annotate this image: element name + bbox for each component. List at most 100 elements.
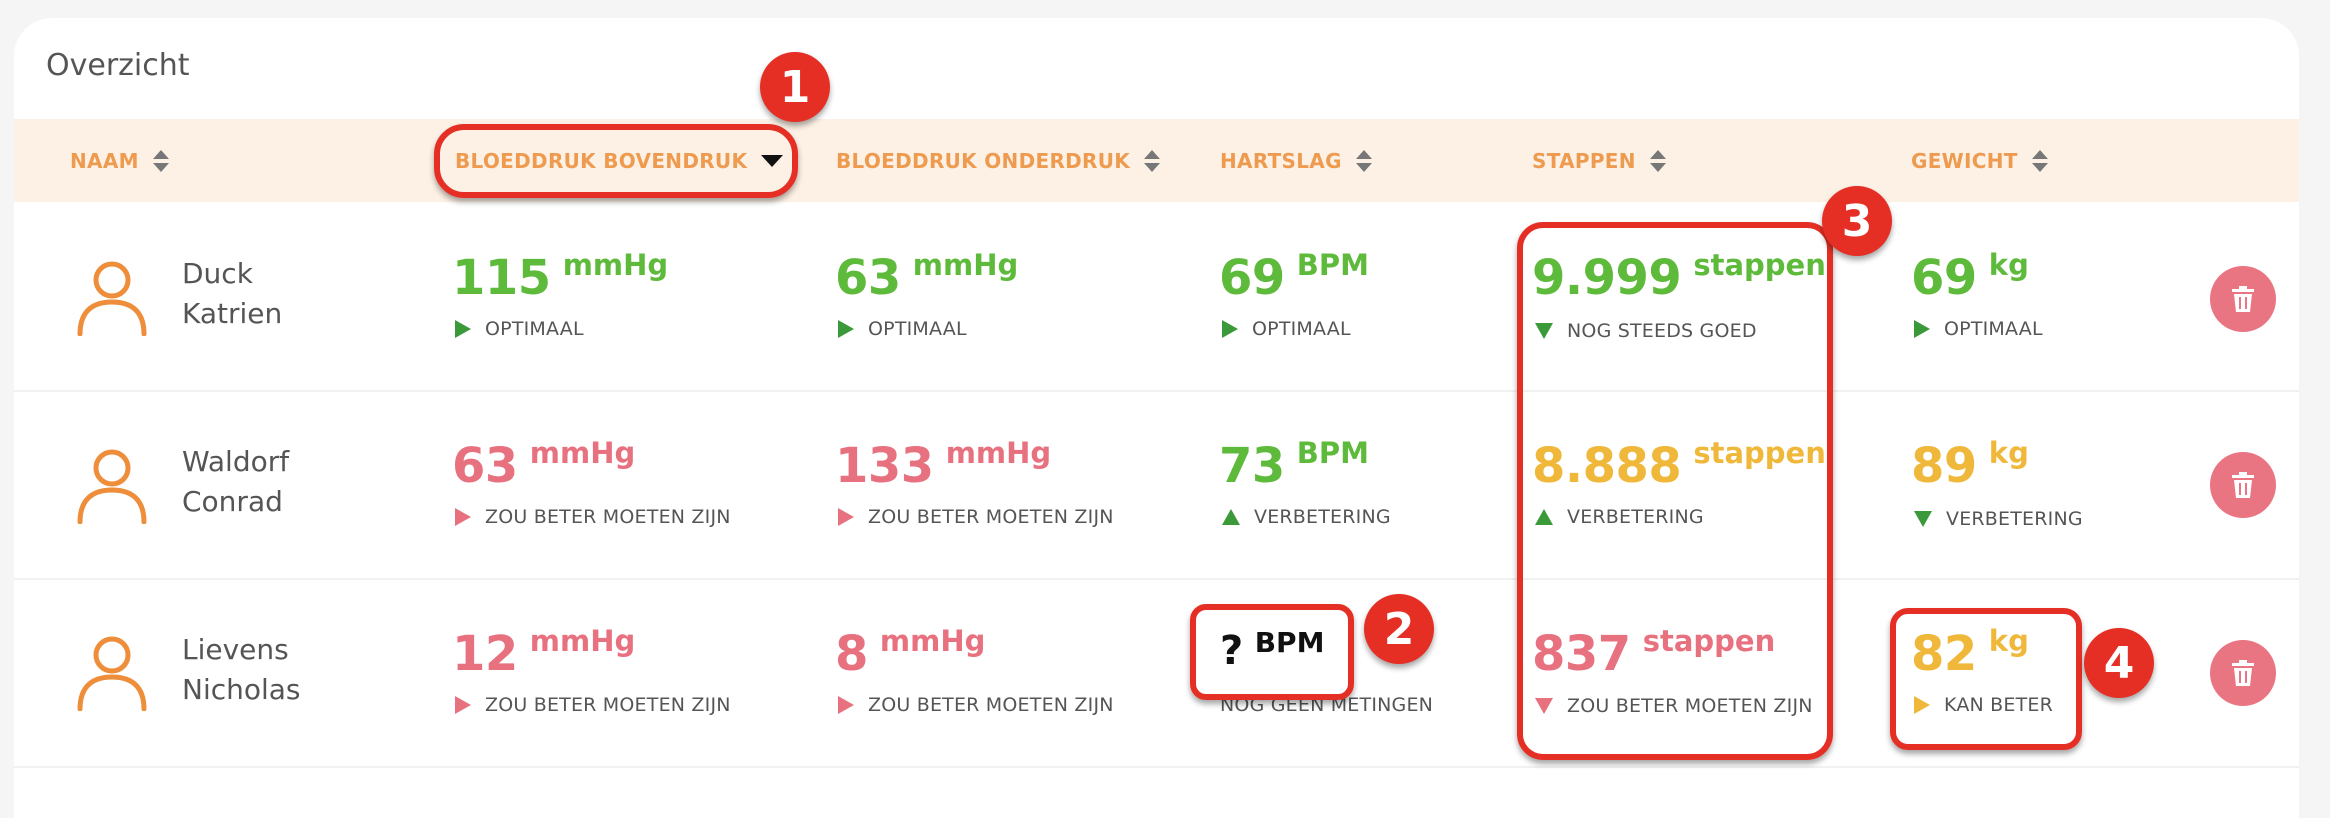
value-unit: mmHg — [529, 436, 636, 470]
bovendruk-status: ZOU BETER MOETEN ZIJN — [455, 506, 731, 528]
column-header-label: STAPPEN — [1532, 149, 1636, 173]
gewicht-value: 69 kg — [1911, 248, 2029, 306]
annotation-badge: 1 — [760, 52, 830, 122]
status-label: ZOU BETER MOETEN ZIJN — [485, 694, 731, 716]
stappen-status: ZOU BETER MOETEN ZIJN — [1535, 695, 1813, 717]
status-arrow-icon — [838, 508, 854, 526]
status-arrow-icon — [1914, 320, 1930, 338]
annotation-badge: 3 — [1822, 186, 1892, 256]
person-name: Waldorf Conrad — [182, 442, 289, 522]
delete-button[interactable] — [2210, 266, 2276, 332]
value-number: 133 — [835, 438, 934, 494]
first-name: Waldorf — [182, 445, 290, 478]
person-name: Duck Katrien — [182, 254, 282, 334]
user-icon — [77, 636, 147, 711]
value-unit: mmHg — [912, 248, 1019, 282]
status-label: KAN BETER — [1944, 694, 2054, 716]
status-label: OPTIMAAL — [868, 318, 967, 340]
column-header-gewicht[interactable]: GEWICHT — [1911, 146, 2048, 176]
status-arrow-icon — [1222, 509, 1240, 525]
column-header-hartslag[interactable]: HARTSLAG — [1220, 146, 1372, 176]
status-label: VERBETERING — [1946, 508, 2083, 530]
hartslag-status: OPTIMAAL — [1222, 318, 1351, 340]
onderdruk-value: 8 mmHg — [835, 624, 986, 682]
onderdruk-status: ZOU BETER MOETEN ZIJN — [838, 694, 1114, 716]
annotation-highlight-stappen — [1517, 222, 1833, 760]
value-unit: mmHg — [562, 248, 669, 282]
status-arrow-icon — [1222, 320, 1238, 338]
annotation-highlight-sort — [434, 124, 798, 198]
delete-button[interactable] — [2210, 452, 2276, 518]
user-icon — [77, 449, 147, 524]
last-name: Nicholas — [182, 673, 301, 706]
status-label: VERBETERING — [1567, 506, 1704, 528]
row-divider — [14, 578, 2299, 580]
column-header-naam[interactable]: NAAM — [70, 146, 169, 176]
first-name: Duck — [182, 257, 253, 290]
column-header-onderdruk[interactable]: BLOEDDRUK ONDERDRUK — [836, 146, 1161, 176]
value-unit: mmHg — [879, 624, 986, 658]
annotation-badge: 2 — [1364, 594, 1434, 664]
status-arrow-icon — [455, 696, 471, 714]
sort-desc-icon — [761, 155, 784, 167]
column-header-label: BLOEDDRUK BOVENDRUK — [455, 149, 748, 173]
trash-icon — [2232, 472, 2254, 498]
value-unit: mmHg — [945, 436, 1052, 470]
delete-button[interactable] — [2210, 640, 2276, 706]
sort-icon — [1144, 149, 1161, 173]
gewicht-value: 82 kg — [1911, 624, 2029, 682]
value-unit: kg — [1988, 436, 2029, 470]
value-number: 837 — [1532, 626, 1631, 682]
gewicht-status: KAN BETER — [1914, 694, 2053, 716]
bovendruk-value: 63 mmHg — [452, 436, 636, 494]
stappen-status: NOG STEEDS GOED — [1535, 320, 1757, 342]
value-number: 9.999 — [1532, 250, 1682, 306]
user-icon — [77, 261, 147, 336]
status-label: VERBETERING — [1254, 506, 1391, 528]
first-name: Lievens — [182, 633, 289, 666]
card-title: Overzicht — [46, 48, 190, 83]
value-number: 82 — [1911, 626, 1977, 682]
value-number: 8.888 — [1532, 438, 1682, 494]
column-header-label: NAAM — [70, 149, 139, 173]
hartslag-value: 69 BPM — [1219, 248, 1370, 306]
status-arrow-icon — [1914, 696, 1930, 714]
bovendruk-value: 12 mmHg — [452, 624, 636, 682]
hartslag-value: 73 BPM — [1219, 436, 1369, 494]
value-unit: BPM — [1296, 248, 1370, 282]
column-header-bovendruk[interactable]: BLOEDDRUK BOVENDRUK — [455, 146, 784, 176]
status-arrow-icon — [1535, 509, 1553, 525]
row-divider — [14, 766, 2299, 768]
annotation-highlight-gewicht — [1890, 608, 2082, 750]
status-label: NOG STEEDS GOED — [1567, 320, 1757, 342]
column-header-stappen[interactable]: STAPPEN — [1532, 146, 1666, 176]
last-name: Katrien — [182, 297, 283, 330]
column-header-label: BLOEDDRUK ONDERDRUK — [836, 149, 1131, 173]
status-label: ZOU BETER MOETEN ZIJN — [1567, 695, 1813, 717]
status-arrow-icon — [1535, 698, 1553, 714]
value-unit: stappen — [1693, 248, 1826, 282]
last-name: Conrad — [182, 485, 283, 518]
value-number: 69 — [1911, 250, 1977, 306]
person-name: Lievens Nicholas — [182, 630, 301, 710]
value-unit: kg — [1988, 624, 2029, 658]
onderdruk-value: 63 mmHg — [835, 248, 1019, 306]
status-label: OPTIMAAL — [1252, 318, 1351, 340]
value-number: 63 — [452, 438, 518, 494]
annotation-badge: 4 — [2084, 628, 2154, 698]
column-header-label: HARTSLAG — [1220, 149, 1342, 173]
value-unit: kg — [1988, 248, 2029, 282]
status-arrow-icon — [455, 508, 471, 526]
annotation-highlight-bpm — [1190, 604, 1354, 700]
status-arrow-icon — [838, 320, 854, 338]
sort-icon — [1649, 149, 1666, 173]
row-divider — [14, 390, 2299, 392]
status-arrow-icon — [1914, 511, 1932, 527]
stappen-value: 8.888 stappen — [1532, 436, 1826, 494]
table-header — [14, 119, 2299, 202]
sort-icon — [152, 149, 169, 173]
stappen-value: 9.999 stappen — [1532, 248, 1826, 306]
value-unit: mmHg — [529, 624, 636, 658]
sort-icon — [1355, 149, 1372, 173]
status-arrow-icon — [1535, 323, 1553, 339]
